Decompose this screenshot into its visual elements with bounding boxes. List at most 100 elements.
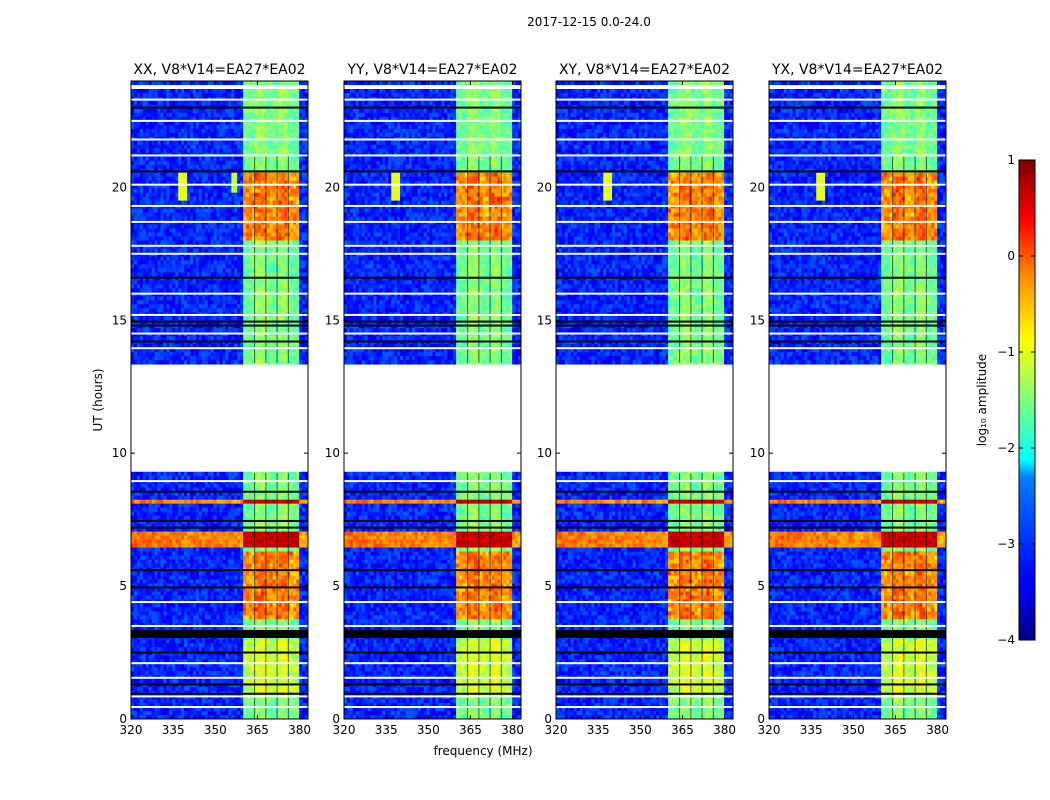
heatmap-cell [169,133,172,137]
heatmap-cell [267,93,270,97]
heatmap-cell [175,145,178,149]
heatmap-cell [234,113,237,117]
heatmap-cell [234,133,237,137]
heatmap-cell [246,93,249,97]
heatmap-cell [161,133,164,137]
heatmap-cell [222,129,225,133]
heatmap-cell [281,93,284,97]
heatmap-cell [225,141,228,145]
heatmap-cell [290,89,293,93]
heatmap-cell [175,149,178,153]
heatmap-cell [181,101,184,105]
heatmap-cell [169,145,172,149]
heatmap-cell [222,109,225,113]
heatmap-cell [190,161,193,165]
heatmap-cell [199,125,202,129]
heatmap-cell [169,81,172,85]
heatmap-cell [211,125,214,129]
heatmap-cell [155,165,158,169]
heatmap-cell [270,89,273,93]
heatmap-cell [237,149,240,153]
heatmap-cell [228,81,231,85]
heatmap-cell [258,141,261,145]
heatmap-cell [284,125,287,129]
heatmap-cell [140,133,143,137]
heatmap-cell [302,161,305,165]
heatmap-cell [240,81,243,85]
heatmap-cell [199,165,202,169]
heatmap-cell [143,145,146,149]
heatmap-cell [234,149,237,153]
heatmap-cell [234,109,237,113]
heatmap-cell [146,157,149,161]
heatmap-cell [249,93,252,97]
panels-group: XX, V8*V14=EA27*EA02320 335 350 365 38005101… [112,62,949,737]
heatmap-cell [225,161,228,165]
heatmap-cell [163,81,166,85]
heatmap-cell [187,81,190,85]
heatmap-cell [196,93,199,97]
heatmap-cell [208,133,211,137]
heatmap-cell [214,101,217,105]
heatmap-cell [249,125,252,129]
heatmap-cell [161,141,164,145]
heatmap-cell [208,161,211,165]
heatmap-cell [246,89,249,93]
heatmap-cell [178,89,181,93]
heatmap-cell [175,125,178,129]
heatmap-cell [240,93,243,97]
heatmap-cell [172,161,175,165]
heatmap-cell [196,141,199,145]
heatmap-cell [155,133,158,137]
heatmap-cell [202,113,205,117]
heatmap-cell [240,149,243,153]
heatmap-cell [258,129,261,133]
heatmap-cell [246,141,249,145]
heatmap-cell [190,149,193,153]
heatmap-cell [267,145,270,149]
heatmap-cell [264,149,267,153]
heatmap-cell [193,141,196,145]
heatmap-cell [249,81,252,85]
heatmap-cell [175,93,178,97]
heatmap-cell [196,81,199,85]
heatmap-cell [296,113,299,117]
heatmap-cell [158,129,161,133]
heatmap-cell [217,161,220,165]
heatmap-cell [155,101,158,105]
heatmap-cell [155,141,158,145]
heatmap-cell [211,165,214,169]
heatmap-cell [217,81,220,85]
heatmap-cell [152,109,155,113]
heatmap-cell [146,145,149,149]
heatmap-cell [246,81,249,85]
heatmap-cell [146,109,149,113]
heatmap-cell [158,133,161,137]
heatmap-cell [217,113,220,117]
heatmap-cell [299,149,302,153]
heatmap-cell [270,129,273,133]
heatmap-cell [249,149,252,153]
heatmap-cell [261,145,264,149]
heatmap-cell [184,165,187,169]
heatmap-cell [243,161,246,165]
heatmap-cell [152,101,155,105]
heatmap-cell [284,129,287,133]
heatmap-cell [222,149,225,153]
heatmap-cell [146,165,149,169]
heatmap-cell [181,129,184,133]
heatmap-cell [234,101,237,105]
heatmap-cell [255,93,258,97]
heatmap-cell [187,141,190,145]
heatmap-cell [243,109,246,113]
heatmap-cell [302,125,305,129]
heatmap-cell [199,133,202,137]
heatmap-cell [273,161,276,165]
heatmap-cell [264,109,267,113]
heatmap-cell [228,93,231,97]
heatmap-cell [205,161,208,165]
heatmap-cell [184,125,187,129]
heatmap-cell [222,141,225,145]
heatmap-cell [234,161,237,165]
heatmap-cell [208,89,211,93]
